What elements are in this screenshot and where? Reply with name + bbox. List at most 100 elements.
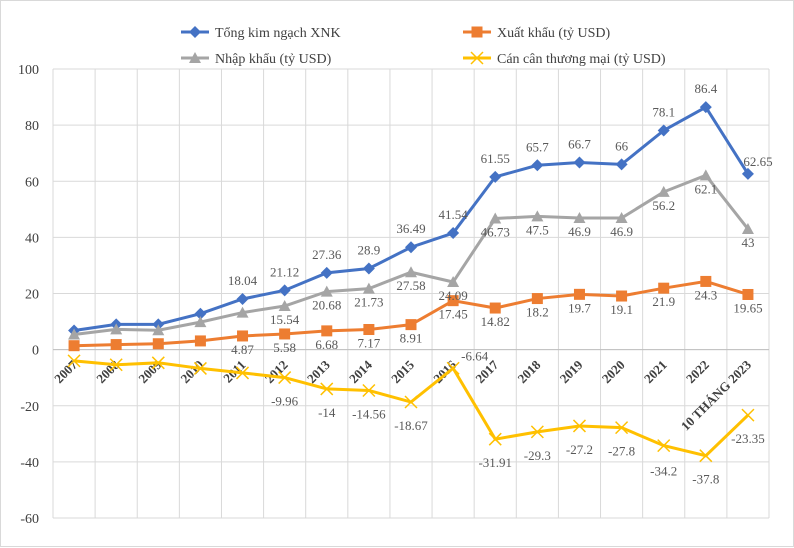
data-label: 24.3 [694, 287, 717, 302]
data-label: 86.4 [694, 81, 717, 96]
data-point [194, 335, 206, 347]
data-point [189, 26, 201, 38]
data-point [573, 288, 585, 300]
data-point [489, 302, 501, 314]
data-label: 66 [615, 138, 629, 153]
legend-item: Xuất khẩu (tỷ USD) [463, 26, 610, 41]
data-point [320, 266, 333, 279]
data-point [405, 319, 417, 331]
data-point [446, 361, 460, 375]
data-label: 66.7 [568, 136, 591, 151]
data-label: 61.55 [481, 151, 510, 166]
data-label: 43 [741, 235, 754, 250]
series-3: -9.96 -14 -14.56 -18.67 -6.64 -31.91 -29.3 -27.… [67, 348, 765, 487]
data-label: 41.54 [438, 207, 468, 222]
data-point [471, 26, 483, 38]
data-point [573, 156, 586, 169]
data-label: -23.35 [731, 431, 765, 446]
y-tick-label: 0 [32, 344, 39, 359]
data-point [447, 276, 460, 288]
data-point [151, 356, 165, 370]
data-label: -6.64 [461, 348, 489, 363]
data-point [321, 325, 333, 337]
data-point [235, 366, 250, 380]
data-point [362, 282, 375, 294]
data-label: 24.09 [438, 288, 467, 303]
legend-item: Nhập khẩu (tỷ USD) [181, 52, 332, 67]
data-point [530, 425, 544, 439]
data-point [741, 222, 754, 234]
series-0: 18.04 21.12 27.36 28.9 36.49 41.54 61.55 65.7 66… [68, 81, 773, 337]
series-line [73, 105, 750, 333]
data-label: 15.54 [270, 312, 300, 327]
data-point [194, 307, 207, 320]
data-point [531, 210, 544, 222]
legend-label: Tổng kim ngạch XNK [215, 26, 341, 41]
data-label: 21.12 [270, 264, 299, 279]
data-label: 28.9 [358, 243, 381, 258]
data-label: -9.96 [271, 394, 299, 409]
data-point [189, 52, 201, 63]
data-point [616, 290, 628, 302]
data-label: 62.1 [694, 181, 717, 196]
x-tick-label: 2008 [93, 357, 122, 386]
data-point [320, 382, 334, 396]
y-tick-label: -60 [20, 512, 39, 527]
x-tick-label: 2021 [641, 357, 670, 386]
data-point [68, 340, 80, 352]
data-label: -34.2 [650, 464, 677, 479]
series-line [73, 173, 750, 336]
data-point [405, 266, 417, 278]
data-label: -14 [318, 405, 336, 420]
series-2: 15.54 20.68 21.73 27.58 24.09 46.73 47.5 46.9 46… [68, 169, 754, 340]
data-point [699, 101, 712, 114]
data-label: -27.8 [608, 444, 635, 459]
data-point [741, 167, 754, 180]
data-label: 6.68 [315, 337, 338, 352]
data-point [742, 288, 754, 300]
data-label: 36.49 [396, 221, 425, 236]
data-point [152, 324, 165, 336]
data-point [362, 262, 375, 275]
data-point [278, 300, 291, 312]
x-tick-label: 2012 [262, 357, 291, 386]
data-point [110, 339, 122, 351]
data-label: 62.65 [743, 154, 772, 169]
data-point [488, 432, 502, 446]
legend-label: Xuất khẩu (tỷ USD) [497, 26, 610, 41]
legend-label: Nhập khẩu (tỷ USD) [215, 52, 332, 67]
data-label: -27.2 [566, 442, 593, 457]
legend-label: Cán cân thương mại (tỷ USD) [497, 52, 666, 67]
data-point [741, 408, 755, 422]
data-point [236, 306, 249, 318]
data-label: -31.91 [478, 455, 512, 470]
y-tick-label: 20 [25, 288, 39, 303]
data-label: -37.8 [692, 472, 719, 487]
data-label: 19.1 [610, 302, 633, 317]
y-tick-label: 60 [25, 175, 39, 190]
data-point [700, 275, 712, 287]
data-point [362, 383, 376, 398]
data-label: 19.7 [568, 300, 591, 315]
y-tick-label: 80 [25, 119, 39, 134]
y-tick-label: -40 [20, 456, 39, 471]
x-tick-label: 2022 [683, 357, 712, 386]
data-point [531, 293, 543, 305]
data-point [470, 51, 484, 65]
data-label: -14.56 [352, 406, 386, 421]
data-point [236, 293, 249, 306]
data-point [615, 421, 629, 435]
x-tick-label: 2015 [388, 357, 417, 386]
data-point [278, 371, 292, 385]
data-point [404, 395, 418, 409]
data-point [363, 324, 375, 336]
y-tick-label: 100 [18, 63, 39, 78]
data-label: 46.73 [481, 224, 510, 239]
data-label: 17.45 [438, 307, 467, 322]
data-point [278, 284, 291, 297]
data-label: 47.5 [526, 222, 549, 237]
data-label: 21.9 [652, 294, 675, 309]
data-label: -18.67 [394, 418, 428, 433]
x-tick-label: 2013 [304, 357, 333, 386]
